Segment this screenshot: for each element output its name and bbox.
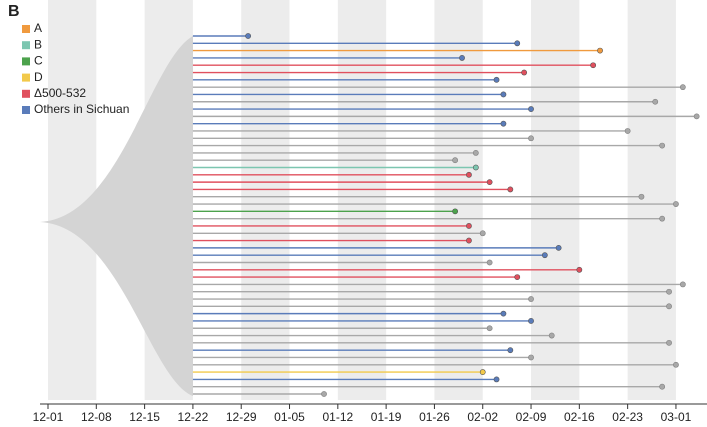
tip	[459, 55, 465, 61]
tip	[452, 208, 459, 215]
tip	[666, 288, 672, 295]
tip	[500, 120, 507, 127]
legend-label: Others in Sichuan	[34, 102, 129, 116]
tip	[624, 128, 631, 134]
x-tick-label: 01-26	[419, 410, 450, 424]
tip	[472, 149, 479, 156]
x-tick-label: 12-08	[81, 410, 112, 424]
tip	[528, 318, 534, 324]
week-stripe	[337, 0, 387, 400]
x-tick-label: 02-23	[612, 410, 643, 424]
tip	[638, 193, 645, 200]
week-stripe	[241, 0, 290, 400]
panel-label: B	[8, 3, 20, 20]
tip	[479, 230, 486, 237]
x-tick-label: 12-29	[226, 410, 257, 424]
legend-swatch	[22, 57, 30, 66]
tip	[597, 47, 603, 54]
tip	[493, 76, 500, 83]
legend-swatch	[22, 25, 30, 33]
week-stripe	[627, 0, 676, 400]
legend-swatch	[22, 106, 30, 114]
legend-label: A	[34, 21, 42, 35]
tip	[514, 40, 521, 47]
x-tick-label: 01-19	[371, 410, 402, 424]
tree-fan	[40, 36, 193, 396]
tip	[673, 361, 679, 368]
tip	[659, 142, 666, 149]
tip	[486, 179, 493, 186]
tip	[472, 164, 479, 171]
legend-swatch	[22, 73, 30, 82]
tip	[673, 201, 679, 207]
tip	[528, 296, 534, 302]
tip	[466, 237, 472, 244]
tip	[652, 98, 659, 105]
tip	[466, 223, 472, 229]
tip	[452, 157, 459, 164]
tip	[521, 69, 528, 76]
tip	[321, 391, 327, 397]
tip	[466, 171, 472, 178]
tip	[500, 91, 507, 98]
legend-label: B	[34, 37, 42, 51]
legend-swatch	[22, 89, 30, 98]
tip	[507, 347, 514, 354]
tip	[493, 376, 500, 383]
tip	[528, 135, 534, 142]
tip	[576, 266, 583, 273]
tip	[479, 369, 486, 375]
tip	[507, 186, 514, 193]
tip	[679, 281, 686, 288]
tip	[693, 113, 700, 120]
tip	[666, 339, 672, 346]
legend-label: C	[34, 54, 43, 68]
tip	[528, 354, 534, 361]
legend-label: Δ500-532	[34, 86, 86, 100]
tip	[486, 259, 493, 266]
tip	[541, 252, 548, 259]
tip	[659, 215, 666, 222]
x-tick-label: 12-22	[178, 410, 209, 424]
tip	[659, 383, 666, 390]
x-tick-label: 02-16	[564, 410, 595, 424]
tip	[528, 106, 534, 112]
x-tick-label: 12-15	[129, 410, 160, 424]
x-tick-label: 01-12	[322, 410, 353, 424]
tip	[514, 274, 521, 281]
tip	[245, 33, 252, 39]
tip	[548, 332, 555, 339]
legend-swatch	[22, 41, 30, 50]
x-tick-label: 01-05	[274, 410, 305, 424]
x-tick-label: 03-01	[661, 410, 692, 424]
tip	[679, 84, 686, 91]
x-tick-label: 02-02	[467, 410, 498, 424]
tip	[590, 62, 597, 69]
legend-label: D	[34, 70, 43, 84]
tip	[500, 310, 507, 317]
x-tick-label: 02-09	[516, 410, 547, 424]
tip	[666, 303, 672, 310]
week-stripe	[531, 0, 580, 400]
tip	[555, 244, 562, 251]
tip	[486, 325, 493, 332]
week-stripe	[434, 0, 483, 400]
x-tick-label: 12-01	[33, 410, 64, 424]
